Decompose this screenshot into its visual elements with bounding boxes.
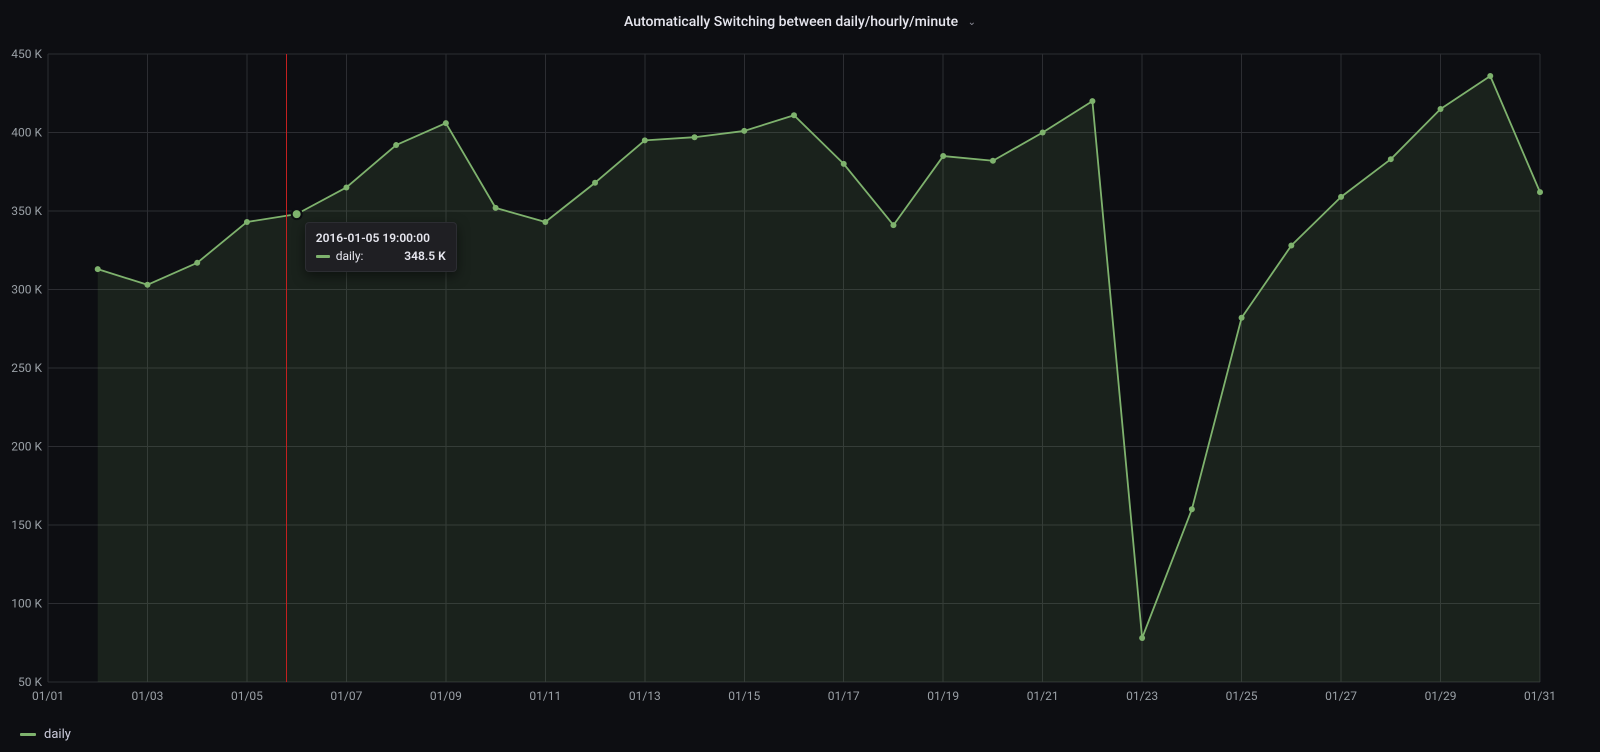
svg-text:01/31: 01/31 [1524, 689, 1556, 703]
svg-text:200 K: 200 K [11, 440, 42, 454]
tooltip-series-swatch [316, 255, 330, 258]
chevron-down-icon: ⌄ [968, 17, 976, 28]
svg-text:01/17: 01/17 [828, 689, 860, 703]
tooltip-value: 348.5 K [390, 249, 445, 263]
legend[interactable]: daily [20, 727, 71, 742]
line-chart-svg: 50 K 100 K 150 K 200 K 250 K 300 K 350 K 400 K 4… [0, 40, 1600, 710]
panel-title-row[interactable]: Automatically Switching between daily/ho… [0, 0, 1600, 30]
svg-text:450 K: 450 K [11, 47, 42, 61]
svg-text:150 K: 150 K [11, 518, 42, 532]
svg-text:01/23: 01/23 [1126, 689, 1158, 703]
hover-tooltip: 2016-01-05 19:00:00 daily: 348.5 K [305, 222, 457, 272]
svg-text:01/07: 01/07 [330, 689, 362, 703]
svg-text:01/15: 01/15 [728, 689, 760, 703]
svg-text:01/09: 01/09 [430, 689, 462, 703]
svg-text:01/01: 01/01 [32, 689, 64, 703]
legend-label: daily [44, 727, 71, 742]
chart-panel: Automatically Switching between daily/ho… [0, 0, 1600, 752]
svg-text:01/11: 01/11 [529, 689, 561, 703]
svg-text:400 K: 400 K [11, 126, 42, 140]
svg-text:01/03: 01/03 [131, 689, 163, 703]
svg-text:300 K: 300 K [11, 283, 42, 297]
svg-text:01/05: 01/05 [231, 689, 263, 703]
svg-text:50 K: 50 K [18, 675, 42, 689]
legend-swatch [20, 733, 36, 736]
svg-text:100 K: 100 K [11, 597, 42, 611]
svg-text:350 K: 350 K [11, 204, 42, 218]
svg-text:01/13: 01/13 [629, 689, 661, 703]
svg-text:01/27: 01/27 [1325, 689, 1357, 703]
svg-text:01/25: 01/25 [1226, 689, 1258, 703]
panel-title: Automatically Switching between daily/ho… [624, 14, 958, 30]
svg-text:01/21: 01/21 [1027, 689, 1059, 703]
tooltip-series-label: daily: [336, 249, 364, 263]
svg-text:01/19: 01/19 [927, 689, 959, 703]
svg-text:01/29: 01/29 [1425, 689, 1457, 703]
tooltip-timestamp: 2016-01-05 19:00:00 [316, 231, 446, 245]
plot-area[interactable]: 50 K 100 K 150 K 200 K 250 K 300 K 350 K 400 K 4… [0, 40, 1600, 710]
svg-text:250 K: 250 K [11, 361, 42, 375]
